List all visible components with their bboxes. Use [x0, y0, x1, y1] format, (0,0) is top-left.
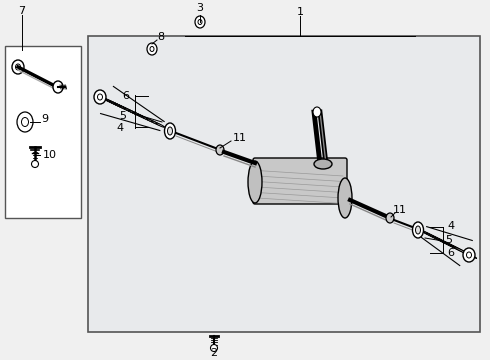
Ellipse shape [16, 64, 21, 70]
Ellipse shape [114, 103, 135, 113]
Text: 7: 7 [19, 6, 25, 16]
Ellipse shape [429, 234, 443, 242]
Ellipse shape [313, 107, 321, 117]
Text: 6: 6 [122, 91, 129, 101]
Ellipse shape [119, 105, 139, 115]
Ellipse shape [386, 213, 394, 223]
Text: 11: 11 [393, 205, 407, 215]
Ellipse shape [123, 108, 142, 117]
Ellipse shape [338, 178, 352, 218]
Ellipse shape [168, 127, 172, 135]
Ellipse shape [211, 345, 218, 351]
Bar [5, 46, 81, 218]
FancyBboxPatch shape [253, 158, 347, 204]
Bar [88, 36, 480, 332]
Text: 2: 2 [210, 348, 218, 358]
Ellipse shape [137, 114, 151, 121]
Ellipse shape [432, 236, 448, 244]
Text: 1: 1 [296, 7, 303, 17]
Ellipse shape [132, 112, 148, 120]
Text: 10: 10 [43, 150, 57, 160]
Ellipse shape [94, 90, 106, 104]
Ellipse shape [423, 231, 435, 238]
Text: 9: 9 [42, 114, 49, 124]
Ellipse shape [142, 116, 155, 123]
Ellipse shape [31, 161, 39, 167]
Ellipse shape [147, 43, 157, 55]
Ellipse shape [314, 159, 332, 169]
Ellipse shape [446, 243, 468, 254]
Ellipse shape [463, 248, 475, 262]
Ellipse shape [443, 242, 465, 252]
Ellipse shape [420, 230, 431, 236]
Ellipse shape [22, 117, 28, 126]
Ellipse shape [198, 19, 202, 24]
Text: 11: 11 [233, 133, 247, 143]
Ellipse shape [435, 237, 452, 246]
Ellipse shape [441, 240, 460, 250]
Ellipse shape [128, 110, 145, 118]
Ellipse shape [216, 145, 224, 155]
Ellipse shape [12, 60, 24, 74]
Text: 8: 8 [157, 32, 165, 42]
Text: 6: 6 [447, 248, 455, 258]
Ellipse shape [53, 81, 63, 93]
Ellipse shape [195, 16, 205, 28]
Ellipse shape [449, 244, 473, 256]
Ellipse shape [413, 222, 423, 238]
Text: 5: 5 [120, 111, 126, 121]
Ellipse shape [466, 252, 471, 258]
Ellipse shape [155, 123, 165, 127]
Ellipse shape [96, 94, 122, 107]
Text: 3: 3 [196, 3, 203, 13]
Ellipse shape [438, 239, 456, 248]
Text: 5: 5 [445, 235, 452, 245]
Ellipse shape [100, 97, 126, 109]
Ellipse shape [416, 226, 420, 234]
Ellipse shape [17, 112, 33, 132]
Ellipse shape [452, 246, 477, 258]
Ellipse shape [98, 94, 102, 100]
Ellipse shape [426, 233, 440, 240]
Text: 4: 4 [117, 123, 123, 133]
Ellipse shape [146, 118, 158, 124]
Text: 4: 4 [447, 221, 455, 231]
Ellipse shape [151, 121, 161, 126]
Ellipse shape [109, 101, 132, 112]
Ellipse shape [248, 161, 262, 203]
Ellipse shape [165, 123, 175, 139]
Ellipse shape [105, 99, 129, 111]
Ellipse shape [150, 46, 154, 51]
